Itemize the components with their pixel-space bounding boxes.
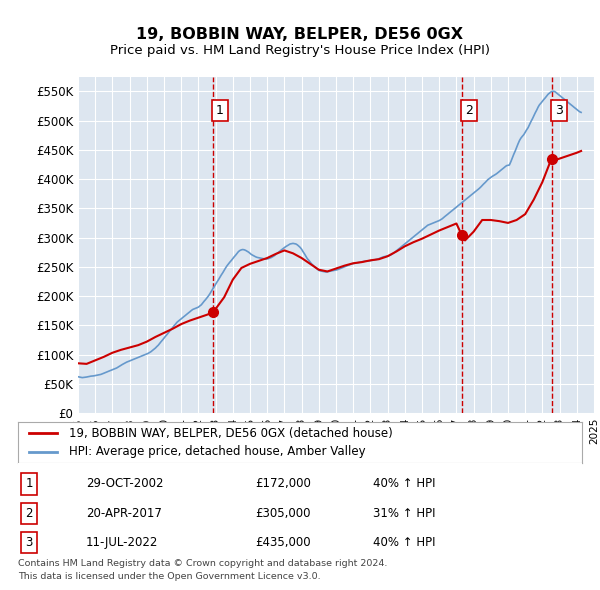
Text: £305,000: £305,000: [255, 507, 310, 520]
Text: Price paid vs. HM Land Registry's House Price Index (HPI): Price paid vs. HM Land Registry's House …: [110, 44, 490, 57]
Text: 29-OCT-2002: 29-OCT-2002: [86, 477, 163, 490]
Text: £172,000: £172,000: [255, 477, 311, 490]
Text: £435,000: £435,000: [255, 536, 311, 549]
Text: HPI: Average price, detached house, Amber Valley: HPI: Average price, detached house, Ambe…: [69, 445, 365, 458]
Text: 20-APR-2017: 20-APR-2017: [86, 507, 161, 520]
Text: 2: 2: [26, 507, 33, 520]
Text: This data is licensed under the Open Government Licence v3.0.: This data is licensed under the Open Gov…: [18, 572, 320, 581]
Text: 11-JUL-2022: 11-JUL-2022: [86, 536, 158, 549]
Text: Contains HM Land Registry data © Crown copyright and database right 2024.: Contains HM Land Registry data © Crown c…: [18, 559, 388, 568]
Text: 19, BOBBIN WAY, BELPER, DE56 0GX (detached house): 19, BOBBIN WAY, BELPER, DE56 0GX (detach…: [69, 427, 392, 440]
Text: 3: 3: [26, 536, 33, 549]
Text: 3: 3: [555, 104, 563, 117]
Text: 31% ↑ HPI: 31% ↑ HPI: [373, 507, 436, 520]
Text: 1: 1: [216, 104, 224, 117]
Text: 40% ↑ HPI: 40% ↑ HPI: [373, 536, 436, 549]
Text: 40% ↑ HPI: 40% ↑ HPI: [373, 477, 436, 490]
Text: 2: 2: [465, 104, 473, 117]
Text: 19, BOBBIN WAY, BELPER, DE56 0GX: 19, BOBBIN WAY, BELPER, DE56 0GX: [136, 27, 464, 41]
Text: 1: 1: [26, 477, 33, 490]
